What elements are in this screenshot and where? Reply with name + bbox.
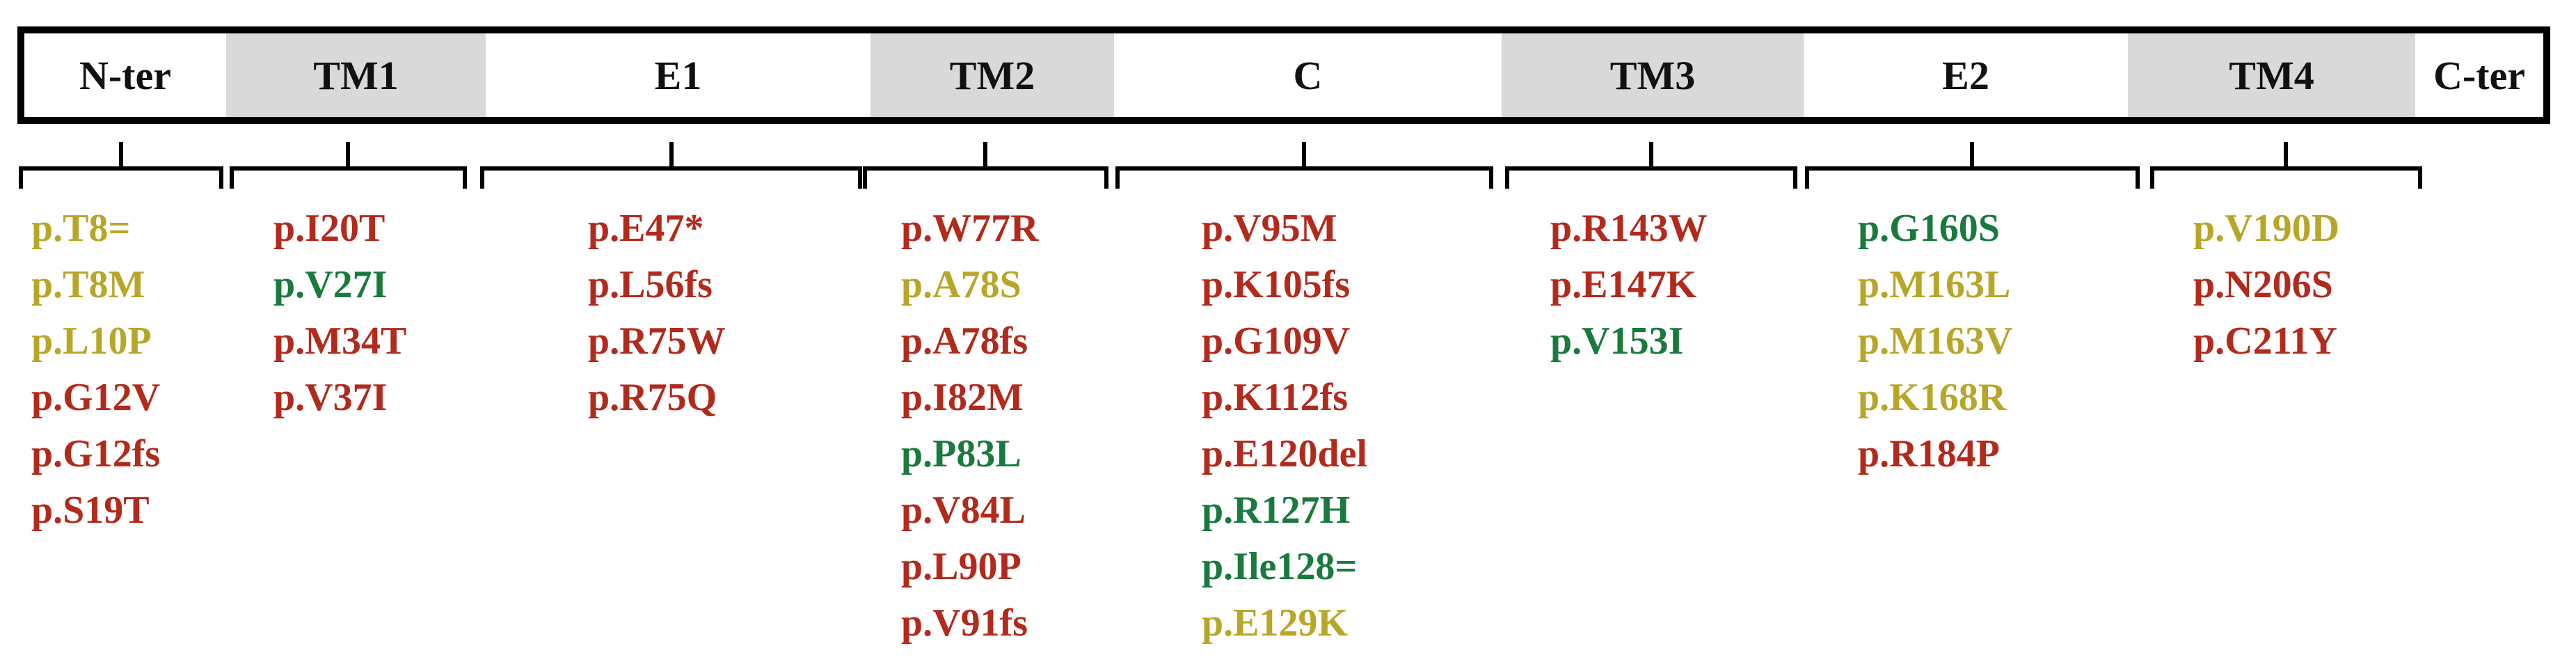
mutation-label: p.K105fs <box>1202 263 1351 306</box>
brace-e1 <box>480 142 862 189</box>
mutation-list-n-ter: p.T8= p.T8M p.L10P p.G12V p.G12fs p.S19T <box>31 200 160 539</box>
mutation-label: p.R75W <box>588 320 726 363</box>
brace-tm2 <box>863 142 1108 189</box>
mutation-label: p.Ile128= <box>1202 545 1358 588</box>
mutation-label: p.R127H <box>1202 489 1351 532</box>
domain-tm1: TM1 <box>226 33 486 117</box>
domain-label: TM2 <box>949 52 1035 98</box>
domain-label: C <box>1293 52 1323 98</box>
mutation-list-tm2: p.W77R p.A78S p.A78fs p.I82M p.P83L p.V8… <box>901 200 1039 652</box>
mutation-label: p.V153I <box>1550 320 1684 363</box>
mutation-label: p.E147K <box>1550 263 1697 306</box>
domain-e1: E1 <box>486 33 870 117</box>
domain-label: C-ter <box>2433 52 2525 98</box>
mutation-label: p.W77R <box>901 207 1039 250</box>
mutation-label: p.G12V <box>31 376 161 419</box>
mutation-list-tm4: p.V190D p.N206S p.C211Y <box>2193 200 2339 370</box>
mutation-label: p.V37I <box>273 376 388 419</box>
mutation-label: p.I20T <box>273 207 385 250</box>
mutation-label: p.S19T <box>31 489 150 532</box>
domain-tm2: TM2 <box>870 33 1114 117</box>
domain-label: N-ter <box>79 52 171 98</box>
domain-c-ter: C-ter <box>2415 33 2543 117</box>
mutation-label: p.T8= <box>31 207 131 250</box>
brace-tm3 <box>1505 142 1797 189</box>
mutation-label: p.E129K <box>1202 601 1349 645</box>
mutation-label: p.I82M <box>901 376 1024 419</box>
mutation-label: p.R143W <box>1550 207 1708 250</box>
mutation-label: p.L10P <box>31 320 152 363</box>
domain-e2: E2 <box>1804 33 2128 117</box>
mutation-label: p.G160S <box>1858 207 2000 250</box>
mutation-label: p.N206S <box>2193 263 2333 306</box>
mutation-label: p.R75Q <box>588 376 717 419</box>
mutation-label: p.G12fs <box>31 432 161 475</box>
mutation-label: p.L56fs <box>588 263 713 306</box>
mutation-label: p.V84L <box>901 489 1026 532</box>
brace-n-ter <box>19 142 223 189</box>
domain-label: E2 <box>1942 52 1989 98</box>
mutation-label: p.T8M <box>31 263 145 306</box>
domain-bar: N-ter TM1 E1 TM2 C TM3 E2 TM4 C-ter <box>17 26 2550 124</box>
mutation-list-tm3: p.R143W p.E147K p.V153I <box>1550 200 1708 370</box>
mutation-list-tm1: p.I20T p.V27I p.M34T p.V37I <box>273 200 406 426</box>
mutation-label: p.V190D <box>2193 207 2340 250</box>
mutation-label: p.R184P <box>1858 432 2000 475</box>
mutation-list-c: p.V95M p.K105fs p.G109V p.K112fs p.E120d… <box>1202 200 1367 652</box>
mutation-label: p.G109V <box>1202 320 1351 363</box>
mutation-label: p.E47* <box>588 207 704 250</box>
mutation-label: p.V95M <box>1202 207 1337 250</box>
mutation-label: p.K112fs <box>1202 376 1349 419</box>
brace-e2 <box>1805 142 2140 189</box>
mutation-label: p.L90P <box>901 545 1021 588</box>
mutation-list-e2: p.G160S p.M163L p.M163V p.K168R p.R184P <box>1858 200 2012 482</box>
domain-label: TM1 <box>313 52 399 98</box>
domain-tm3: TM3 <box>1502 33 1804 117</box>
domain-label: TM3 <box>1609 52 1696 98</box>
mutation-label: p.M34T <box>273 320 407 363</box>
mutation-label: p.M163L <box>1858 263 2011 306</box>
mutation-label: p.P83L <box>901 432 1021 475</box>
mutation-list-e1: p.E47* p.L56fs p.R75W p.R75Q <box>588 200 726 426</box>
mutation-label: p.V91fs <box>901 601 1028 645</box>
brace-c <box>1115 142 1493 189</box>
brace-tm4 <box>2150 142 2422 189</box>
brace-tm1 <box>230 142 467 189</box>
mutation-label: p.A78S <box>901 263 1021 306</box>
mutation-label: p.E120del <box>1202 432 1368 475</box>
domain-c: C <box>1114 33 1502 117</box>
mutation-label: p.C211Y <box>2193 320 2337 363</box>
mutation-label: p.K168R <box>1858 376 2007 419</box>
domain-tm4: TM4 <box>2128 33 2415 117</box>
domain-label: TM4 <box>2229 52 2314 98</box>
domain-label: E1 <box>654 52 702 98</box>
mutation-label: p.V27I <box>273 263 388 306</box>
domain-n-ter: N-ter <box>24 33 226 117</box>
mutation-label: p.M163V <box>1858 320 2013 363</box>
mutation-label: p.A78fs <box>901 320 1028 363</box>
